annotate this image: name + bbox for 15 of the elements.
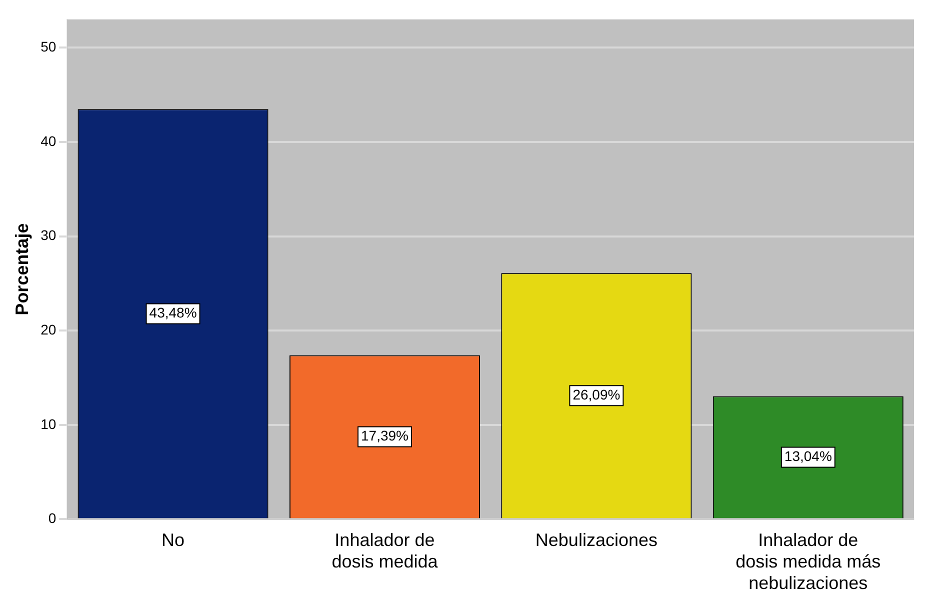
x-tick-label: No (162, 530, 185, 550)
data-label: 43,48% (149, 304, 197, 321)
y-tick-label: 40 (40, 132, 56, 149)
y-tick-label: 10 (40, 416, 56, 432)
x-tick-label: Inhalador de dosis medida más nebulizaciones (736, 530, 881, 594)
y-tick-label: 30 (40, 227, 56, 244)
y-tick-label: 0 (48, 510, 56, 526)
y-tick-label: 20 (40, 321, 56, 338)
data-label: 26,09% (572, 386, 620, 403)
y-tick-label: 50 (40, 38, 56, 55)
x-tick-label: Inhalador de dosis medida (332, 530, 439, 572)
data-label: 13,04% (784, 448, 832, 464)
data-label: 17,39% (360, 428, 408, 444)
x-tick-label: Nebulizaciones (535, 530, 658, 550)
y-axis-title: Porcentaje (12, 223, 32, 316)
